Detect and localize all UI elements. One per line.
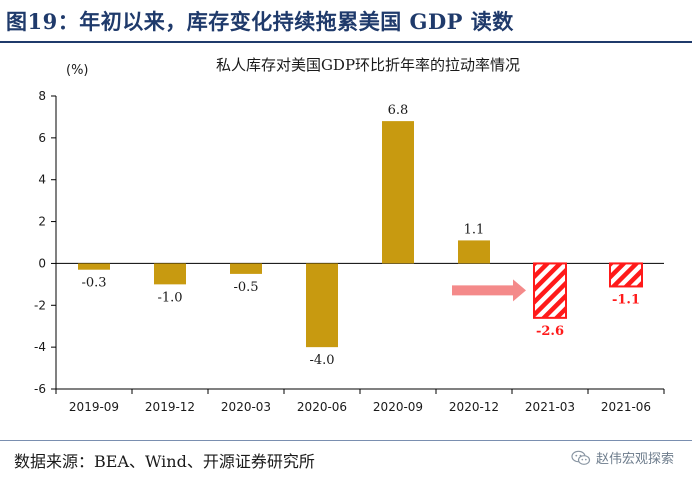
bar-value-label: -4.0	[309, 353, 334, 368]
y-tick-label: 6	[38, 131, 46, 145]
x-tick-label: 2021-03	[525, 400, 575, 414]
bar-value-label: -1.1	[612, 292, 640, 307]
bar-value-label: -1.0	[157, 290, 182, 305]
bar-value-label: 6.8	[388, 103, 409, 118]
figure-title: 图19：年初以来，库存变化持续拖累美国 GDP 读数	[6, 9, 514, 34]
y-axis-unit: (%)	[66, 63, 89, 78]
y-tick-label: 0	[38, 256, 46, 270]
x-tick-label: 2019-12	[145, 400, 195, 414]
bar-value-label: -2.6	[536, 324, 564, 339]
bar	[306, 263, 338, 348]
wechat-icon	[571, 450, 591, 465]
x-tick-label: 2021-06	[601, 400, 651, 414]
chart-title: 私人库存对美国GDP环比折年率的拉动率情况	[216, 56, 520, 74]
title-divider	[0, 41, 692, 43]
y-tick-label: 4	[38, 173, 46, 187]
forecast-bar	[609, 262, 643, 288]
figure-header: 图19：年初以来，库存变化持续拖累美国 GDP 读数	[0, 0, 692, 44]
x-tick-label: 2020-03	[221, 400, 271, 414]
x-tick-label: 2020-06	[297, 400, 347, 414]
y-tick-label: 2	[38, 215, 46, 229]
bar-value-label: -0.3	[81, 276, 106, 291]
forecast-bar	[533, 262, 567, 319]
x-tick-label: 2020-12	[449, 400, 499, 414]
bar	[78, 263, 110, 270]
x-tick-label: 2019-09	[69, 400, 119, 414]
y-tick-label: -6	[34, 382, 46, 396]
y-tick-label: -2	[34, 298, 46, 312]
bar	[382, 121, 414, 264]
bar	[230, 263, 262, 274]
bar	[458, 240, 490, 264]
bar-chart: 私人库存对美国GDP环比折年率的拉动率情况 (%) -6 -4 -2 0 2 4 6 8 2019-…	[34, 56, 665, 414]
y-tick-label: -4	[34, 340, 46, 354]
source-note: 数据来源：BEA、Wind、开源证券研究所	[14, 452, 315, 471]
x-tick-label: 2020-09	[373, 400, 423, 414]
footer-divider	[0, 440, 692, 441]
watermark: 赵伟宏观探索	[571, 448, 674, 467]
bar-value-label: 1.1	[464, 222, 485, 237]
bar	[154, 263, 186, 285]
bar-value-label: -0.5	[233, 280, 258, 295]
forecast-arrow	[452, 279, 526, 302]
watermark-text: 赵伟宏观探索	[595, 452, 674, 467]
y-tick-label: 8	[38, 89, 46, 103]
